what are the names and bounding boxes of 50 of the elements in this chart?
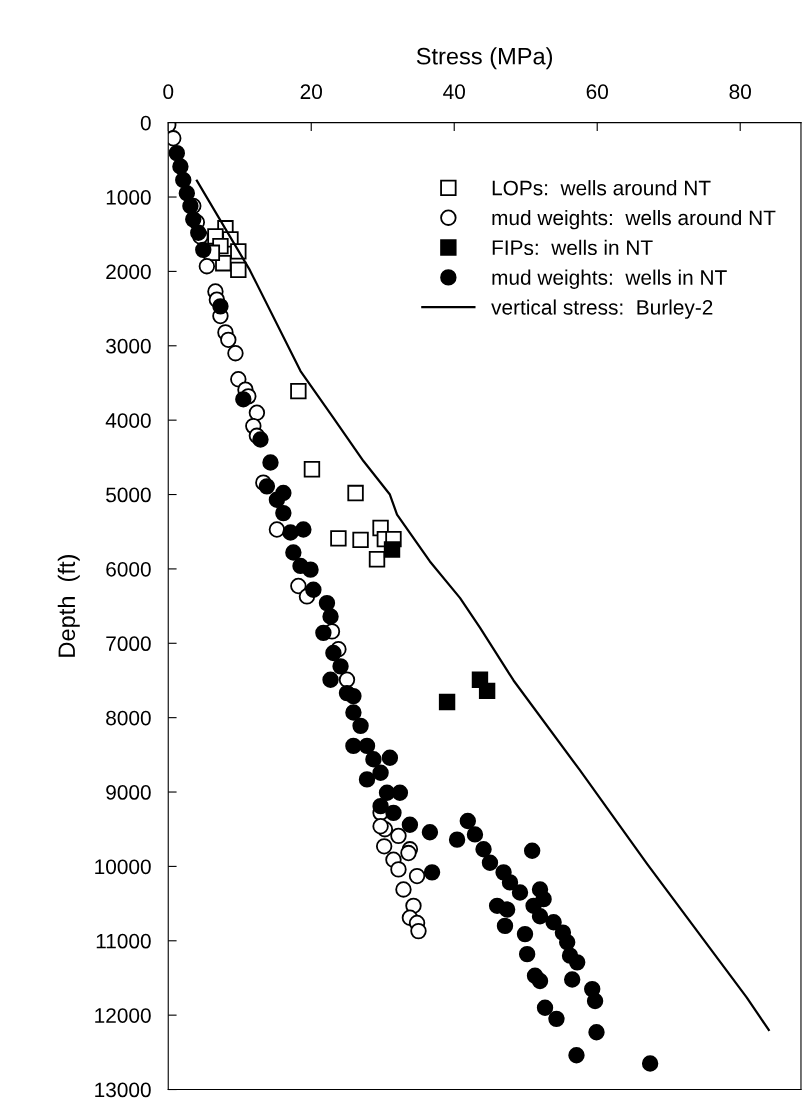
- y-tick-label: 7000: [106, 636, 151, 652]
- point: [395, 881, 412, 898]
- point: [330, 530, 347, 547]
- y-axis-title: Depth (ft): [57, 555, 80, 657]
- point: [390, 827, 407, 845]
- x-tick-label: 40: [443, 84, 465, 100]
- point: [368, 551, 386, 568]
- legend-label: FIPs: wells in NT: [492, 239, 653, 256]
- point: [220, 331, 237, 349]
- x-tick-label: 20: [300, 84, 323, 100]
- point: [400, 844, 417, 862]
- y-tick-label: 10000: [95, 859, 151, 875]
- point: [227, 345, 244, 362]
- y-tick-label: 2000: [106, 264, 151, 280]
- x-axis-title: Stress (MPa): [416, 47, 553, 70]
- point: [372, 818, 389, 835]
- legend-label: mud weights: wells in NT: [492, 269, 727, 290]
- point: [352, 531, 369, 549]
- x-tick-label: 80: [729, 84, 751, 100]
- y-tick-label: 1000: [106, 190, 151, 205]
- point: [230, 261, 247, 279]
- legend-label: mud weights: wells around NT: [492, 209, 776, 230]
- point: [438, 693, 456, 711]
- y-tick-label: 8000: [106, 710, 151, 726]
- point: [347, 484, 364, 502]
- legend-label: LOPs: wells around NT: [492, 180, 711, 196]
- point: [268, 521, 286, 538]
- point: [198, 258, 216, 275]
- point: [390, 861, 407, 878]
- y-tick-label: 13000: [95, 1082, 151, 1098]
- point: [383, 541, 401, 558]
- y-tick-label: 11000: [96, 933, 151, 949]
- point: [248, 404, 266, 421]
- legend-label: vertical stress: Burley-2: [491, 299, 713, 319]
- point: [478, 682, 496, 700]
- y-tick-label: 6000: [106, 561, 151, 577]
- y-tick-label: 12000: [95, 1008, 151, 1023]
- point: [303, 461, 321, 478]
- y-tick-label: 5000: [106, 487, 151, 503]
- x-tick-label: 0: [163, 84, 174, 100]
- y-tick-label: 0: [140, 115, 151, 131]
- point: [408, 867, 426, 885]
- point: [410, 922, 427, 940]
- point: [290, 577, 307, 595]
- y-tick-label: 3000: [106, 338, 151, 354]
- point: [375, 838, 393, 855]
- x-tick-label: 60: [586, 84, 608, 100]
- y-tick-label: 4000: [105, 413, 151, 428]
- point: [290, 382, 307, 400]
- y-tick-label: 9000: [106, 785, 151, 800]
